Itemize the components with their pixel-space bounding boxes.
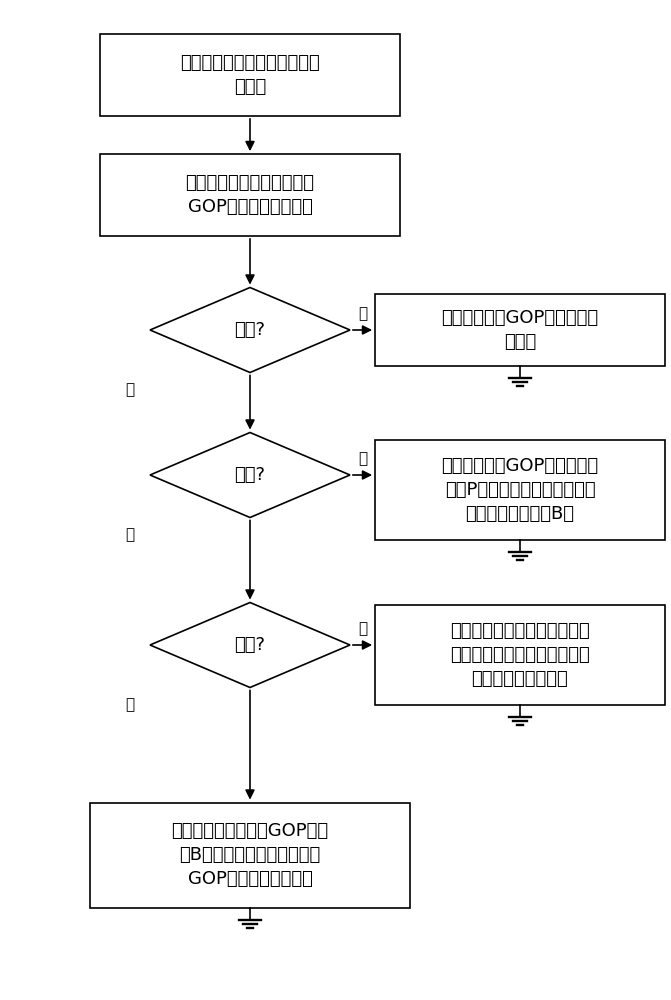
Bar [100, 34, 400, 116]
Text: 否: 否 [125, 527, 134, 542]
Text: 构造?: 构造? [234, 636, 266, 654]
Bar [375, 605, 665, 705]
Bar [100, 154, 400, 236]
Text: 提前传送：舍弃当前GOP末尾
的B帧数据，提前传送下一个
GOP原始帧及其后数据: 提前传送：舍弃当前GOP末尾 的B帧数据，提前传送下一个 GOP原始帧及其后数据 [171, 822, 329, 888]
Text: 加速模块查看当前图像帧的
GOP位置，选择切换点: 加速模块查看当前图像帧的 GOP位置，选择切换点 [185, 174, 315, 216]
Bar [90, 802, 410, 908]
Text: 否: 否 [125, 698, 134, 712]
Polygon shape [150, 288, 350, 372]
Text: 用户界面发出切换命令，传到
交换机: 用户界面发出切换命令，传到 交换机 [180, 54, 320, 96]
Polygon shape [150, 602, 350, 688]
Text: 是: 是 [358, 621, 367, 636]
Text: 回跳?: 回跳? [234, 466, 266, 484]
Bar [375, 440, 665, 540]
Bar [375, 294, 665, 366]
Text: 是: 是 [358, 306, 367, 321]
Text: 否: 否 [125, 382, 134, 397]
Text: 回跳：将当前GOP的当前帧之
前的P帧和原始帧补充完整，忽
略当前帧之前所有B帧: 回跳：将当前GOP的当前帧之 前的P帧和原始帧补充完整，忽 略当前帧之前所有B帧 [442, 457, 599, 523]
Text: 是: 是 [358, 451, 367, 466]
Text: 构造：将当前帧或其前后的某
个增量帧改造为原始帧，该帧
之后的数据补充完整: 构造：将当前帧或其前后的某 个增量帧改造为原始帧，该帧 之后的数据补充完整 [450, 622, 590, 688]
Text: 补帧?: 补帧? [234, 321, 266, 339]
Polygon shape [150, 432, 350, 518]
Text: 补帧：将当前GOP的所有帧补
充完整: 补帧：将当前GOP的所有帧补 充完整 [442, 309, 599, 351]
